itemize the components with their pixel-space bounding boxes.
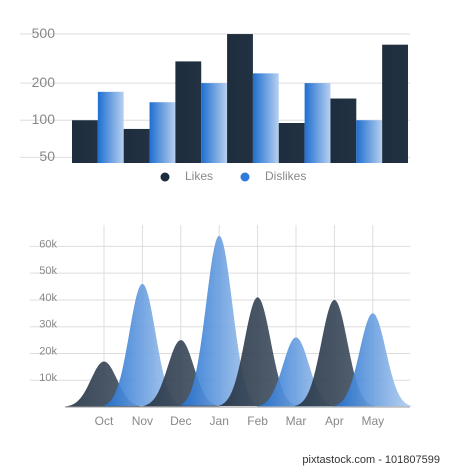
bar xyxy=(304,83,331,163)
bar xyxy=(356,120,383,163)
area-chart: 10k 20k 30k 40k 50k 60k Oct Nov Dec Jan Feb Mar Apr M… xyxy=(30,225,413,428)
y-tick-label: 50 xyxy=(39,148,55,164)
legend-label: Dislikes xyxy=(265,169,306,183)
bar xyxy=(227,34,253,164)
area-peak xyxy=(332,313,413,407)
x-tick-label: Jan xyxy=(210,414,229,428)
x-tick-label: Oct xyxy=(95,414,114,428)
x-tick-label: Apr xyxy=(325,414,344,428)
bar xyxy=(149,102,176,163)
bar xyxy=(97,91,124,163)
bar xyxy=(123,128,150,163)
x-tick-label: Feb xyxy=(247,414,268,428)
x-tick-label: Nov xyxy=(132,414,153,428)
x-tick-label: May xyxy=(361,414,384,428)
x-tick-label: Dec xyxy=(170,414,191,428)
y-tick-label: 60k xyxy=(39,238,57,250)
area-peak xyxy=(179,235,260,406)
bar-chart: 50 100 200 500 Likes Dislikes xyxy=(20,25,410,183)
bar xyxy=(382,44,408,163)
bar xyxy=(72,120,98,163)
legend-marker xyxy=(160,172,170,182)
y-tick-label: 50k xyxy=(39,265,57,277)
y-tick-label: 30k xyxy=(39,319,57,331)
bar xyxy=(330,98,357,163)
y-tick-label: 200 xyxy=(32,74,56,90)
y-tick-label: 10k xyxy=(39,372,57,384)
y-tick-label: 500 xyxy=(32,25,56,41)
bar xyxy=(252,73,279,163)
bar xyxy=(175,61,202,163)
bar xyxy=(201,83,228,163)
y-tick-label: 40k xyxy=(39,292,57,304)
bar xyxy=(278,122,305,163)
x-tick-label: Mar xyxy=(286,414,307,428)
y-tick-label: 100 xyxy=(32,111,56,127)
legend-label: Likes xyxy=(185,169,213,183)
legend-marker xyxy=(240,172,250,182)
area-peak xyxy=(102,283,183,406)
footer: pixtastock.com - 101807599 xyxy=(302,454,440,466)
y-tick-label: 20k xyxy=(39,345,57,357)
area-peak xyxy=(217,297,298,406)
